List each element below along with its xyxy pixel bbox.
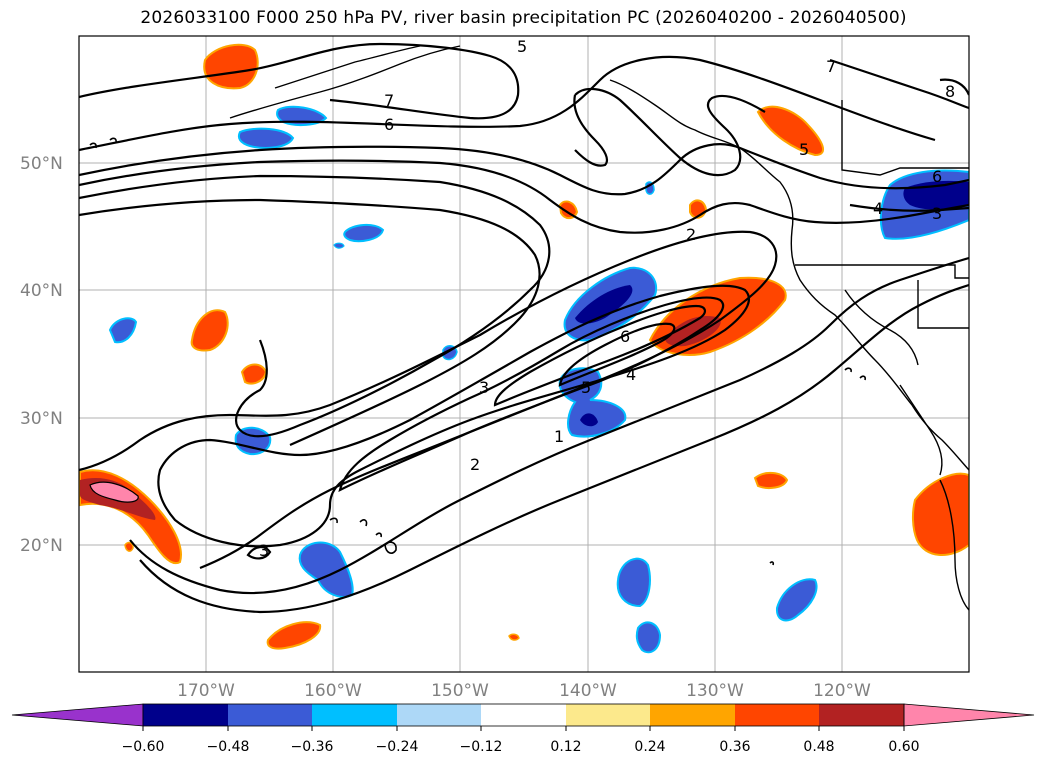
negative-anomaly xyxy=(580,413,598,427)
colorbar-tick-label: 0.36 xyxy=(719,739,750,755)
colorbar-segment xyxy=(566,704,650,726)
colorbar-tick-label: 0.48 xyxy=(803,739,834,755)
contour-label: 6 xyxy=(932,167,942,186)
positive-anomaly xyxy=(203,43,259,90)
colorbar-segment xyxy=(481,704,566,726)
colorbar-tick-label: −0.60 xyxy=(122,739,165,755)
positive-anomaly xyxy=(89,481,139,503)
lon-label: 150°W xyxy=(431,681,489,701)
lat-label: 50°N xyxy=(20,154,63,174)
colorbar-segment xyxy=(228,704,312,726)
contour-label: 5 xyxy=(517,37,527,56)
negative-anomaly xyxy=(775,578,818,622)
colorbar-outline xyxy=(142,703,905,727)
negative-anomaly xyxy=(108,317,138,344)
colorbar-tick-label: −0.48 xyxy=(207,739,250,755)
positive-anomaly xyxy=(558,200,579,220)
contour-label: 2 xyxy=(470,455,480,474)
colorbar-tick-label: 0.60 xyxy=(888,739,919,755)
map-title: 2026033100 F000 250 hPa PV, river basin … xyxy=(140,8,907,28)
contour-label: 5 xyxy=(581,378,591,397)
colorbar-extend-high xyxy=(903,703,1035,727)
colorbar-segment xyxy=(312,704,397,726)
longitude-labels: 170°W 160°W 150°W 140°W 130°W 120°W xyxy=(177,681,871,701)
positive-anomaly xyxy=(190,309,229,352)
map-area xyxy=(79,36,969,672)
gridlines xyxy=(79,36,969,672)
lat-label: 40°N xyxy=(20,281,63,301)
colorbar-segment xyxy=(143,704,228,726)
contour-label: 6 xyxy=(620,327,630,346)
contour-label: 3 xyxy=(259,541,269,560)
contour-label: 3 xyxy=(932,204,942,223)
contour-label: 5 xyxy=(799,140,809,159)
lat-label: 20°N xyxy=(20,536,63,556)
negative-anomaly xyxy=(237,127,295,149)
contour-label: 6 xyxy=(384,115,394,134)
negative-anomaly xyxy=(558,367,627,438)
contour-label: 1 xyxy=(554,427,564,446)
positive-anomaly xyxy=(911,472,969,557)
negative-anomaly xyxy=(276,105,328,127)
colorbar-segment xyxy=(735,704,819,726)
contour-label: 3 xyxy=(479,378,489,397)
contour-label: 8 xyxy=(945,82,955,101)
positive-anomaly xyxy=(665,316,721,347)
negative-anomaly xyxy=(343,224,385,243)
negative-anomaly xyxy=(635,621,662,654)
contour-label: 7 xyxy=(826,57,836,76)
colorbar-segment xyxy=(650,704,735,726)
negative-anomaly xyxy=(333,242,345,249)
colorbar-tick-label: −0.36 xyxy=(291,739,334,755)
lon-label: 160°W xyxy=(304,681,362,701)
latitude-labels: 50°N 40°N 30°N 20°N xyxy=(20,154,63,556)
lon-label: 170°W xyxy=(177,681,235,701)
lat-label: 30°N xyxy=(20,409,63,429)
colorbar-tick-label: 0.24 xyxy=(634,739,665,755)
positive-anomaly xyxy=(266,621,322,650)
lon-label: 130°W xyxy=(686,681,744,701)
negative-anomaly xyxy=(575,285,633,324)
islands xyxy=(89,137,866,566)
map-frame xyxy=(78,35,970,673)
lon-label: 120°W xyxy=(813,681,871,701)
negative-anomaly xyxy=(616,557,651,608)
colorbar-tick-label: −0.24 xyxy=(376,739,419,755)
positive-anomaly xyxy=(508,633,520,641)
contour-label: 7 xyxy=(384,91,394,110)
colorbar-segment xyxy=(819,704,904,726)
contour-label: 4 xyxy=(873,199,883,218)
positive-anomaly xyxy=(124,541,134,552)
colorbar-tick-label: −0.12 xyxy=(460,739,503,755)
colorbar-segment xyxy=(397,704,481,726)
contour-labels: 5 7 6 2 3 4 6 5 1 2 3 4 6 3 5 7 8 xyxy=(259,37,955,560)
contour-label: 4 xyxy=(626,365,636,384)
colorbar-extend-low xyxy=(11,703,144,727)
contour-label: 2 xyxy=(686,225,696,244)
colorbar-tick-label: 0.12 xyxy=(550,739,581,755)
positive-anomaly xyxy=(753,472,789,489)
coastlines xyxy=(229,45,969,611)
lon-label: 140°W xyxy=(559,681,617,701)
colorbar-ticks xyxy=(142,726,905,731)
positive-anomaly xyxy=(756,105,825,157)
colorbar: −0.60 −0.48 −0.36 −0.24 −0.12 0.12 0.24 … xyxy=(11,703,1035,755)
pv-contours xyxy=(79,42,969,614)
